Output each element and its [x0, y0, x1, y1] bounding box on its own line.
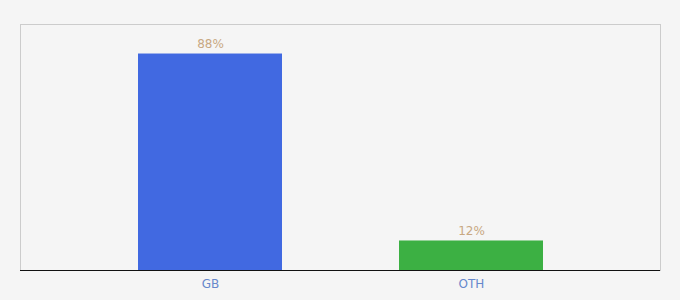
svg-text:OTH: OTH: [459, 277, 485, 291]
svg-text:12%: 12%: [458, 224, 485, 238]
svg-text:GB: GB: [202, 277, 220, 291]
svg-text:88%: 88%: [197, 37, 224, 51]
